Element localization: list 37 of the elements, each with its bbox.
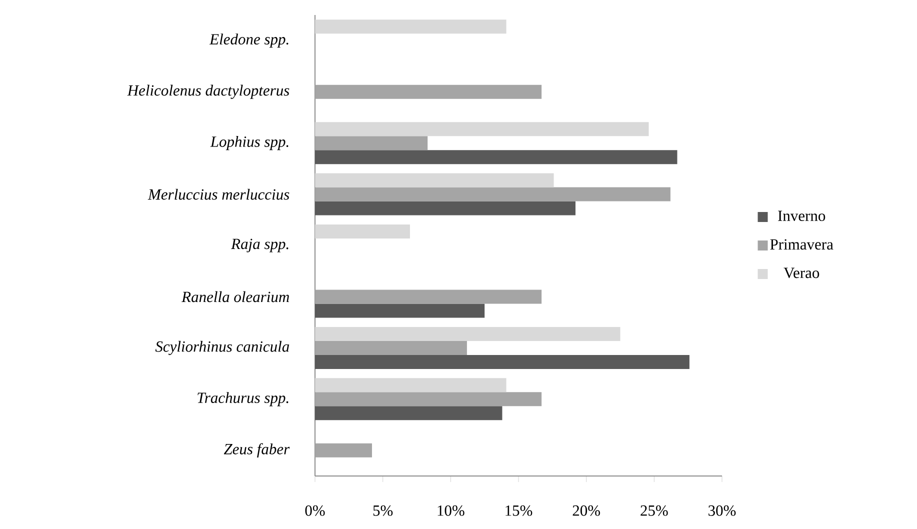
- bar: [315, 122, 649, 136]
- x-tick-label: 25%: [640, 505, 668, 516]
- bar: [315, 443, 372, 458]
- x-tick-label: 5%: [373, 505, 393, 516]
- x-tick-label: 10%: [438, 505, 464, 516]
- y-tick-label: Raja spp.: [231, 238, 288, 252]
- bar: [315, 354, 690, 369]
- x-tick-label: 30%: [708, 505, 736, 516]
- bar: [315, 392, 542, 406]
- y-tick-label: Merluccius merluccius: [148, 188, 290, 200]
- bar: [315, 173, 554, 188]
- y-tick-label: Eledone spp.: [209, 34, 288, 48]
- y-tick-label: Zeus faber: [224, 443, 290, 458]
- bar: [315, 136, 428, 150]
- y-tick-label: Scyliorhinus canicula: [155, 340, 290, 355]
- bar: [315, 290, 542, 304]
- legend-label: Primavera: [770, 239, 834, 250]
- legend-label: Inverno: [778, 210, 826, 222]
- legend-label: Verao: [784, 268, 820, 278]
- bar: [315, 326, 620, 341]
- bar: [315, 150, 678, 164]
- y-tick-label: Lophius spp.: [210, 136, 288, 150]
- y-tick-label: Trachurus spp.: [198, 392, 288, 406]
- bar: [315, 224, 410, 239]
- x-tick-label: 15%: [506, 505, 532, 516]
- bar: [315, 187, 670, 202]
- bar: [315, 340, 467, 355]
- y-tick-label: Helicolenus dactylopterus: [127, 84, 290, 99]
- bar: [315, 201, 576, 216]
- bar: [315, 378, 506, 392]
- bar: [315, 406, 502, 420]
- bar: [315, 84, 542, 99]
- x-tick-label: 0%: [305, 505, 325, 516]
- bar: [315, 20, 506, 34]
- x-tick-label: 20%: [572, 505, 600, 516]
- bar: [315, 304, 485, 318]
- y-tick-label: Ranella olearium: [182, 291, 290, 302]
